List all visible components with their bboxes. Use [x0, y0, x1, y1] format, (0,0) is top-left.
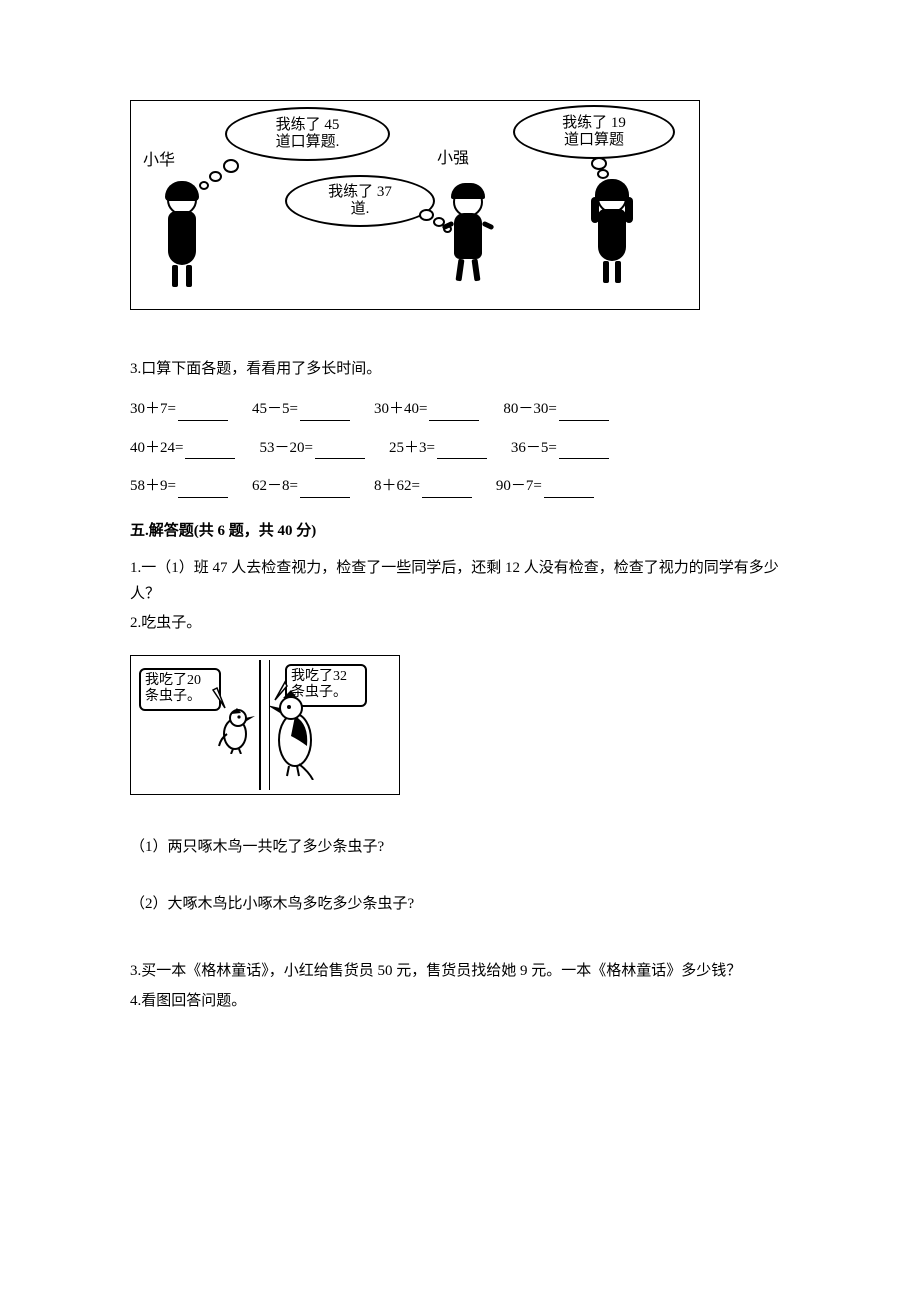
bubble2-line2: 道.	[351, 201, 370, 217]
section5-title: 五.解答题(共 6 题，共 40 分)	[130, 520, 790, 543]
eq-text: 45－5=	[252, 398, 298, 421]
section5-q2-sub1: （1）两只啄木鸟一共吃了多少条虫子?	[130, 836, 790, 859]
answer-blank[interactable]	[185, 444, 235, 459]
eq-item: 30＋7=	[130, 398, 228, 421]
char-right-girl	[591, 183, 633, 283]
eq-text: 40＋24=	[130, 437, 183, 460]
bubble3-line1: 我练了 19	[562, 115, 626, 131]
eq-text: 30＋7=	[130, 398, 176, 421]
eq-item: 58＋9=	[130, 475, 228, 498]
eq-item: 80－30=	[503, 398, 608, 421]
eq-item: 45－5=	[252, 398, 350, 421]
label-xiaohua: 小华	[143, 149, 175, 173]
scene2-birds: 我吃了20 条虫子。 我吃了32 条虫子。	[135, 660, 395, 790]
answer-blank[interactable]	[544, 483, 594, 498]
answer-blank[interactable]	[429, 406, 479, 421]
q3-prompt: 3.口算下面各题，看看用了多长时间。	[130, 358, 790, 381]
section5-q4: 4.看图回答问题。	[130, 989, 790, 1015]
bubble3-dot1	[591, 157, 607, 170]
bubble-right: 我练了 19 道口算题	[513, 105, 675, 159]
eq-text: 90－7=	[496, 475, 542, 498]
answer-blank[interactable]	[315, 444, 365, 459]
eq-text: 8＋62=	[374, 475, 420, 498]
eq-item: 62－8=	[252, 475, 350, 498]
answer-blank[interactable]	[178, 483, 228, 498]
eq-text: 58＋9=	[130, 475, 176, 498]
eq-item: 8＋62=	[374, 475, 472, 498]
scene2-container: 我吃了20 条虫子。 我吃了32 条虫子。	[130, 655, 400, 795]
bubble1-line1: 我练了 45	[276, 117, 340, 133]
q3-row1: 30＋7= 45－5= 30＋40= 80－30=	[130, 398, 790, 421]
bubble-xiaoqiang: 我练了 37 道.	[285, 175, 435, 227]
label-xiaoqiang: 小强	[437, 147, 469, 171]
eq-item: 40＋24=	[130, 437, 235, 460]
answer-blank[interactable]	[559, 444, 609, 459]
char-xiaohua	[161, 185, 203, 287]
answer-blank[interactable]	[422, 483, 472, 498]
scene1-container: 我练了 45 道口算题. 我练了 19 道口算题 我练了 37 道.	[130, 100, 700, 310]
eq-item: 25＋3=	[389, 437, 487, 460]
section5-q3: 3.买一本《格林童话》，小红给售货员 50 元，售货员找给她 9 元。一本《格林…	[130, 959, 790, 985]
eq-text: 30＋40=	[374, 398, 427, 421]
section5-q2-label: 2.吃虫子。	[130, 611, 790, 637]
q3-row2: 40＋24= 53－20= 25＋3= 36－5=	[130, 437, 790, 460]
section5-q1: 1.一（1）班 47 人去检查视力，检查了一些同学后，还剩 12 人没有检查，检…	[130, 556, 790, 607]
answer-blank[interactable]	[437, 444, 487, 459]
bubble3-dot2	[597, 169, 609, 179]
answer-blank[interactable]	[559, 406, 609, 421]
speech-pointers	[135, 660, 395, 790]
scene1: 我练了 45 道口算题. 我练了 19 道口算题 我练了 37 道.	[135, 105, 695, 305]
q3-row3: 58＋9= 62－8= 8＋62= 90－7=	[130, 475, 790, 498]
eq-item: 90－7=	[496, 475, 594, 498]
char-xiaoqiang	[447, 187, 489, 281]
eq-text: 53－20=	[259, 437, 312, 460]
bubble-xiaohua: 我练了 45 道口算题.	[225, 107, 390, 161]
page-content: 我练了 45 道口算题. 我练了 19 道口算题 我练了 37 道.	[0, 0, 920, 1078]
answer-blank[interactable]	[178, 406, 228, 421]
eq-text: 62－8=	[252, 475, 298, 498]
eq-item: 30＋40=	[374, 398, 479, 421]
answer-blank[interactable]	[300, 483, 350, 498]
bubble1-dot1	[223, 159, 239, 173]
bubble2-line1: 我练了 37	[328, 184, 392, 200]
answer-blank[interactable]	[300, 406, 350, 421]
section5-q2-sub2: （2）大啄木鸟比小啄木鸟多吃多少条虫子?	[130, 893, 790, 916]
eq-text: 80－30=	[503, 398, 556, 421]
bubble1-dot2	[209, 171, 222, 182]
eq-item: 53－20=	[259, 437, 364, 460]
eq-text: 36－5=	[511, 437, 557, 460]
eq-item: 36－5=	[511, 437, 609, 460]
bubble2-dot1	[419, 209, 434, 221]
bubble3-line2: 道口算题	[564, 132, 624, 148]
eq-text: 25＋3=	[389, 437, 435, 460]
bubble1-line2: 道口算题.	[276, 134, 340, 150]
